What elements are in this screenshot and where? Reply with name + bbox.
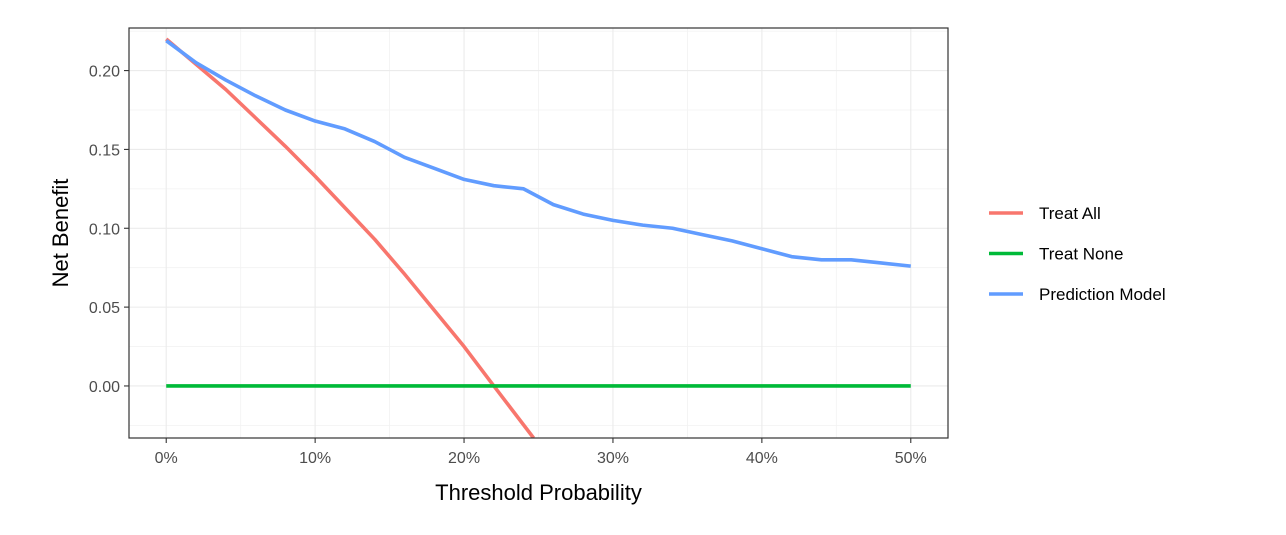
series-line-treat-all [165, 37, 536, 438]
x-tick-label: 30% [597, 450, 629, 467]
y-tick-label: 0.10 [89, 221, 120, 238]
x-axis-title: Threshold Probability [435, 480, 642, 505]
legend: Treat All Treat None Prediction Model [989, 204, 1166, 304]
axes: 0% 10% 20% 30% 40% 50% 0.00 0.05 0.10 0.15 0.20 [89, 64, 927, 467]
x-tick-label: 0% [155, 450, 178, 467]
y-tick-label: 0.05 [89, 300, 120, 317]
series-lines [165, 37, 911, 438]
y-tick-label: 0.00 [89, 379, 120, 396]
y-tick-label: 0.15 [89, 142, 120, 159]
plot-panel-border [128, 27, 949, 439]
x-tick-label: 50% [895, 450, 927, 467]
x-tick-label: 10% [299, 450, 331, 467]
legend-label-treat-all: Treat All [1039, 204, 1101, 223]
y-axis-title: Net Benefit [48, 179, 73, 288]
x-tick-label: 20% [448, 450, 480, 467]
legend-label-prediction-model: Prediction Model [1039, 285, 1166, 304]
grid-lines [129, 28, 948, 438]
series-line-prediction-model [165, 39, 911, 268]
y-tick-label: 0.20 [89, 64, 120, 81]
x-tick-label: 40% [746, 450, 778, 467]
legend-label-treat-none: Treat None [1039, 245, 1123, 264]
